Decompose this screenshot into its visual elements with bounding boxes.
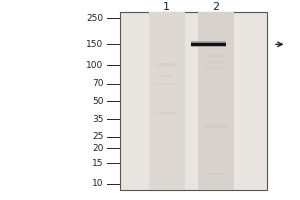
Bar xyxy=(209,62,223,64)
Bar xyxy=(206,55,226,57)
Bar xyxy=(198,12,234,190)
Text: 10: 10 xyxy=(92,180,103,188)
Bar xyxy=(204,126,228,128)
Bar xyxy=(158,63,175,65)
Bar xyxy=(155,65,178,67)
Bar xyxy=(155,83,178,85)
Text: 15: 15 xyxy=(92,159,103,168)
Text: 70: 70 xyxy=(92,79,103,88)
Text: 20: 20 xyxy=(92,144,103,153)
Bar xyxy=(191,46,226,47)
Text: 35: 35 xyxy=(92,115,103,124)
Text: 50: 50 xyxy=(92,97,103,106)
Bar xyxy=(207,124,225,126)
Bar xyxy=(157,146,176,148)
Bar xyxy=(120,12,267,190)
Text: 100: 100 xyxy=(86,61,103,70)
Bar xyxy=(160,75,172,77)
Text: 150: 150 xyxy=(86,40,103,49)
Bar xyxy=(191,41,226,43)
Bar xyxy=(191,41,226,47)
Bar xyxy=(158,112,175,114)
Text: 2: 2 xyxy=(212,2,220,12)
Text: 250: 250 xyxy=(86,14,103,23)
Bar xyxy=(204,67,228,69)
Text: 25: 25 xyxy=(92,132,103,141)
Bar xyxy=(191,41,226,42)
Bar xyxy=(191,46,226,47)
Bar xyxy=(209,173,223,175)
Bar xyxy=(148,12,184,190)
Text: 1: 1 xyxy=(163,2,170,12)
